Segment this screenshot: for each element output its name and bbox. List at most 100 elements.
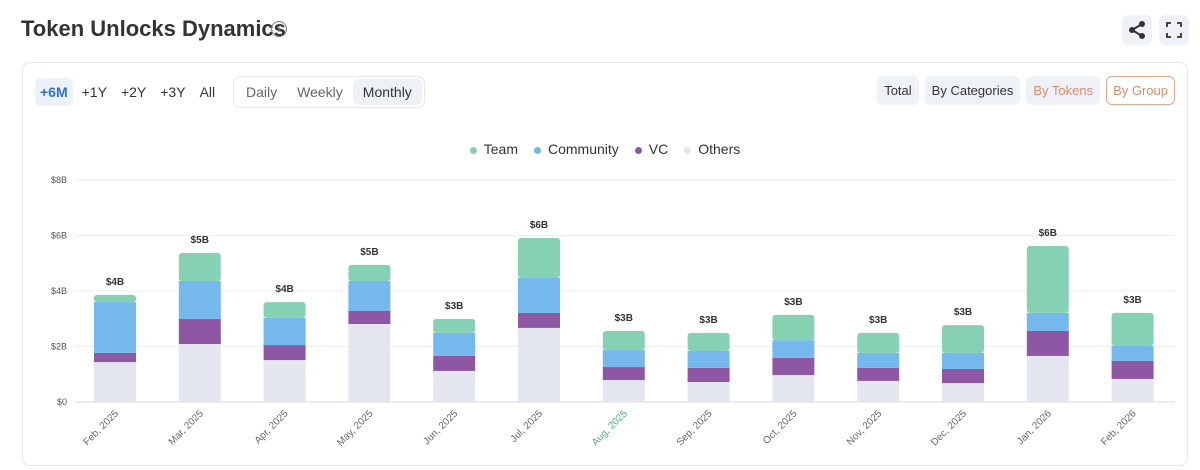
bar-segment: [518, 237, 560, 278]
total-label: $4B: [106, 277, 124, 288]
x-tick-label: Nov, 2025: [845, 408, 885, 448]
legend-label: Team: [483, 141, 518, 157]
bar-segment: [348, 324, 391, 402]
legend-item[interactable]: VC: [634, 141, 668, 157]
bar-segment: [1026, 246, 1069, 313]
bar-segment: [348, 281, 391, 311]
bar-segment: [942, 352, 984, 369]
total-label: $3B: [445, 301, 463, 312]
bar-segment: [518, 277, 560, 313]
x-tick-label: Aug, 2025: [590, 408, 630, 448]
y-tick-label: $4B: [51, 286, 67, 296]
y-tick-label: $8B: [51, 175, 67, 185]
bar-segment: [772, 340, 815, 358]
total-label: $6B: [1039, 228, 1057, 239]
bar-segment: [178, 252, 221, 282]
total-label: $3B: [615, 313, 633, 324]
range-button[interactable]: +6M: [35, 78, 73, 106]
bar-segment: [433, 370, 476, 402]
x-tick-label: Sep, 2025: [675, 408, 715, 448]
period-button[interactable]: Daily: [246, 84, 278, 100]
legend-item[interactable]: Others: [684, 141, 740, 157]
range-button[interactable]: All: [199, 84, 216, 100]
bar-segment: [94, 352, 136, 363]
x-tick-label: Feb, 2025: [81, 408, 121, 448]
legend-swatch: [533, 146, 541, 154]
x-tick-label: Jun, 2025: [421, 408, 460, 447]
bar-segment: [602, 330, 645, 351]
fullscreen-icon: [1166, 22, 1182, 38]
y-tick-label: $2B: [51, 342, 67, 352]
range-button[interactable]: +3Y: [160, 84, 186, 100]
bar-segment: [857, 367, 900, 381]
bar-segment: [602, 367, 645, 381]
period-button[interactable]: Weekly: [297, 84, 343, 100]
legend-item[interactable]: Team: [469, 141, 518, 157]
bar-segment: [94, 362, 136, 402]
bar-segment: [1026, 330, 1069, 356]
bar-segment: [942, 383, 984, 402]
x-tick-label: Apr, 2025: [253, 408, 291, 446]
bar-segment: [1111, 360, 1154, 379]
legend-swatch: [684, 146, 692, 154]
total-label: $3B: [869, 315, 887, 326]
view-button[interactable]: By Tokens: [1026, 76, 1101, 105]
view-buttons: Total By Categories By Tokens By Group: [877, 76, 1175, 105]
x-tick-label: May, 2025: [335, 408, 376, 449]
bar-segment: [602, 380, 645, 402]
chart-card: [22, 62, 1188, 466]
bar-segment: [178, 344, 221, 402]
total-label: $3B: [1123, 295, 1141, 306]
range-buttons: +6M +1Y +2Y +3Y All: [35, 78, 220, 106]
legend-item[interactable]: Community: [533, 141, 619, 157]
bar-segment: [1111, 312, 1154, 346]
x-tick-label: Dec, 2025: [929, 408, 969, 448]
share-button[interactable]: [1122, 15, 1152, 45]
bar-segment: [433, 332, 476, 356]
legend: Team Community VC Others: [0, 141, 1200, 157]
bar-segment: [687, 382, 730, 402]
bar-segment: [348, 264, 391, 282]
view-button[interactable]: By Group: [1106, 76, 1175, 105]
bar-segment: [433, 319, 476, 333]
bar-segment: [518, 327, 560, 402]
bar-segment: [1111, 345, 1154, 361]
y-tick-label: $0: [57, 397, 67, 407]
bar-segment: [687, 367, 730, 383]
x-tick-label: Oct, 2025: [761, 408, 800, 447]
view-button[interactable]: By Categories: [924, 76, 1021, 105]
info-icon[interactable]: i: [271, 21, 287, 37]
bar-segment: [1111, 378, 1154, 402]
legend-swatch: [469, 146, 477, 154]
legend-label: Community: [547, 141, 619, 157]
bar-segment: [687, 350, 730, 368]
bar-segment: [178, 281, 221, 320]
bar-segment: [857, 332, 900, 353]
bar-segment: [94, 302, 136, 353]
legend-label: Others: [698, 141, 741, 157]
bar-segment: [772, 357, 815, 376]
fullscreen-button[interactable]: [1159, 15, 1189, 45]
bar-segment: [348, 310, 391, 325]
bar-segment: [857, 380, 900, 402]
period-button[interactable]: Monthly: [352, 79, 422, 105]
view-button[interactable]: Total: [877, 76, 919, 105]
range-button[interactable]: +1Y: [81, 84, 107, 100]
bar-segment: [178, 319, 221, 345]
range-button[interactable]: +2Y: [120, 84, 147, 100]
share-icon: [1129, 21, 1145, 39]
bar-segment: [942, 325, 984, 353]
bar-segment: [433, 355, 476, 371]
bar-segment: [263, 360, 306, 402]
bar-segment: [602, 350, 645, 368]
bar-segment: [942, 368, 984, 384]
legend-swatch: [634, 146, 642, 154]
bar-segment: [857, 352, 900, 368]
x-tick-label: Feb, 2026: [1099, 408, 1139, 448]
bar-segment: [263, 302, 306, 318]
x-tick-label: Jan, 2026: [1015, 408, 1054, 447]
total-label: $6B: [530, 220, 548, 231]
total-label: $5B: [191, 235, 209, 246]
